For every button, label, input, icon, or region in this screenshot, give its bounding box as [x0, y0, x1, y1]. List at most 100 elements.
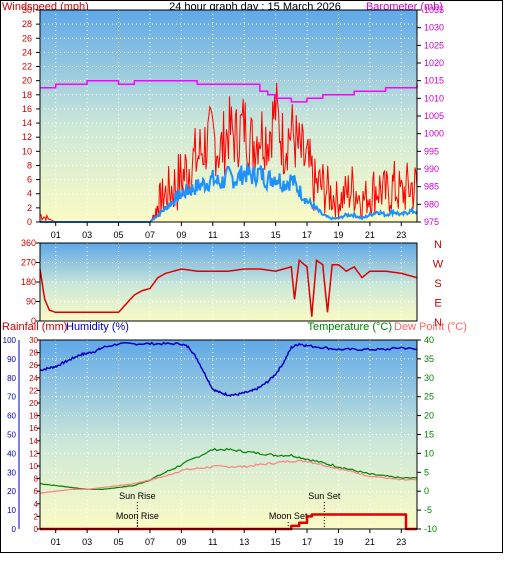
windspeed-tick-12: 12 [22, 132, 32, 142]
windspeed-tick-28: 28 [22, 19, 32, 29]
humidity-tick-10: 10 [7, 506, 16, 515]
temperature-tick-labels: -10 -5 0 5 10 15 20 25 30 35 40 [417, 335, 437, 534]
temperature-tick-20: 20 [424, 411, 434, 421]
barometer-tick-1030: 1030 [424, 23, 444, 33]
windspeed-tick-30: 30 [22, 5, 32, 15]
compass-label-3: E [434, 298, 441, 310]
temperature-tick-30: 30 [424, 373, 434, 383]
direction-tick-180: 180 [21, 277, 36, 287]
wind-x-label-11: 11 [208, 230, 217, 240]
temp-x-label-11: 11 [208, 537, 217, 547]
wind-panel-x-tick-labels: 01 03 05 07 09 11 13 15 17 19 21 23 [51, 222, 406, 240]
wind-panel-background [40, 10, 417, 222]
temp-x-label-03: 03 [82, 537, 92, 547]
compass-label-1: W [433, 259, 444, 271]
barometer-tick-990: 990 [424, 164, 439, 174]
wind-x-label-17: 17 [302, 230, 312, 240]
rainfall-tick-28: 28 [29, 349, 38, 358]
rainfall-tick-4: 4 [34, 500, 39, 509]
rainfall-tick-10: 10 [29, 462, 38, 471]
barometer-tick-1035: 1035 [424, 5, 444, 15]
humidity-axis-label: Humidity (%) [66, 321, 129, 333]
rainfall-tick-8: 8 [34, 475, 39, 484]
humidity-tick-20: 20 [7, 487, 16, 496]
humidity-tick-60: 60 [7, 412, 16, 421]
direction-tick-360: 360 [21, 238, 36, 248]
annotation-2: Moon Rise [116, 511, 159, 521]
humidity-tick-40: 40 [7, 449, 16, 458]
outer-frame [0, 0, 503, 553]
direction-tick-90: 90 [26, 297, 36, 307]
windspeed-tick-22: 22 [22, 62, 32, 72]
wind-x-label-09: 09 [176, 230, 186, 240]
windspeed-tick-10: 10 [22, 146, 32, 156]
temp-x-label-01: 01 [51, 537, 61, 547]
temp-x-label-17: 17 [302, 537, 312, 547]
wind-x-label-03: 03 [82, 230, 92, 240]
humidity-tick-70: 70 [7, 393, 16, 402]
temperature-tick-0: 0 [424, 486, 429, 496]
compass-label-2: S [434, 278, 441, 290]
sun-moon-markers: Sun Rise Sun Set Moon Rise Moon Set [116, 491, 341, 529]
temp-panel-grid [40, 340, 417, 529]
windspeed-tick-2: 2 [27, 203, 32, 213]
direction-line [39, 258, 418, 317]
barometer-tick-1025: 1025 [424, 40, 444, 50]
rainfall-tick-16: 16 [29, 424, 38, 433]
barometer-tick-980: 980 [424, 199, 439, 209]
dewpoint-axis-label: Dew Point (°C) [394, 321, 467, 333]
barometer-tick-1000: 1000 [424, 129, 444, 139]
humidity-tick-0: 0 [12, 525, 17, 534]
direction-panel-grid [40, 243, 417, 321]
wind-x-label-19: 19 [333, 230, 343, 240]
wind-x-label-01: 01 [51, 230, 61, 240]
rainfall-tick-12: 12 [29, 449, 38, 458]
temperature-tick-40: 40 [424, 335, 434, 345]
windspeed-tick-24: 24 [22, 47, 32, 57]
barometer-tick-1005: 1005 [424, 111, 444, 121]
temp-x-label-13: 13 [239, 537, 249, 547]
barometer-tick-labels: 975 980 985 990 995 1000 1005 1010 1015 1020 1025 1… [417, 5, 444, 227]
temperature-tick--5: -5 [424, 505, 432, 515]
humidity-tick-100: 100 [3, 336, 17, 345]
windspeed-tick-16: 16 [22, 104, 32, 114]
barometer-tick-975: 975 [424, 217, 439, 227]
rainfall-line [40, 513, 417, 531]
temperature-tick-25: 25 [424, 392, 434, 402]
temp-x-label-05: 05 [114, 537, 124, 547]
rainfall-tick-30: 30 [29, 336, 38, 345]
barometer-tick-985: 985 [424, 182, 439, 192]
temperature-tick--10: -10 [424, 524, 437, 534]
temperature-tick-15: 15 [424, 430, 434, 440]
windspeed-tick-26: 26 [22, 33, 32, 43]
direction-tick-0: 0 [31, 316, 36, 326]
windspeed-tick-14: 14 [22, 118, 32, 128]
windspeed-tick-0: 0 [27, 217, 32, 227]
temp-x-label-07: 07 [145, 537, 155, 547]
compass-label-4: N [434, 317, 442, 329]
humidity-tick-90: 90 [7, 355, 16, 364]
windspeed-tick-8: 8 [27, 160, 32, 170]
annotation-0: Sun Rise [119, 491, 156, 501]
barometer-tick-1020: 1020 [424, 58, 444, 68]
temperature-tick-35: 35 [424, 354, 434, 364]
temp-x-label-23: 23 [396, 537, 406, 547]
humidity-tick-80: 80 [7, 374, 16, 383]
wind-x-label-21: 21 [365, 230, 375, 240]
barometer-tick-1015: 1015 [424, 76, 444, 86]
humidity-line [39, 341, 418, 397]
windspeed-tick-4: 4 [27, 189, 32, 199]
rainfall-tick-20: 20 [29, 399, 38, 408]
rainfall-tick-6: 6 [34, 487, 39, 496]
rainfall-axis-label: Rainfall (mm) [2, 321, 67, 333]
wind-x-label-15: 15 [271, 230, 281, 240]
rainfall-tick-24: 24 [29, 374, 38, 383]
temp-x-label-21: 21 [365, 537, 375, 547]
rainfall-tick-2: 2 [34, 512, 39, 521]
rainfall-tick-18: 18 [29, 412, 38, 421]
direction-panel-series [39, 258, 418, 317]
